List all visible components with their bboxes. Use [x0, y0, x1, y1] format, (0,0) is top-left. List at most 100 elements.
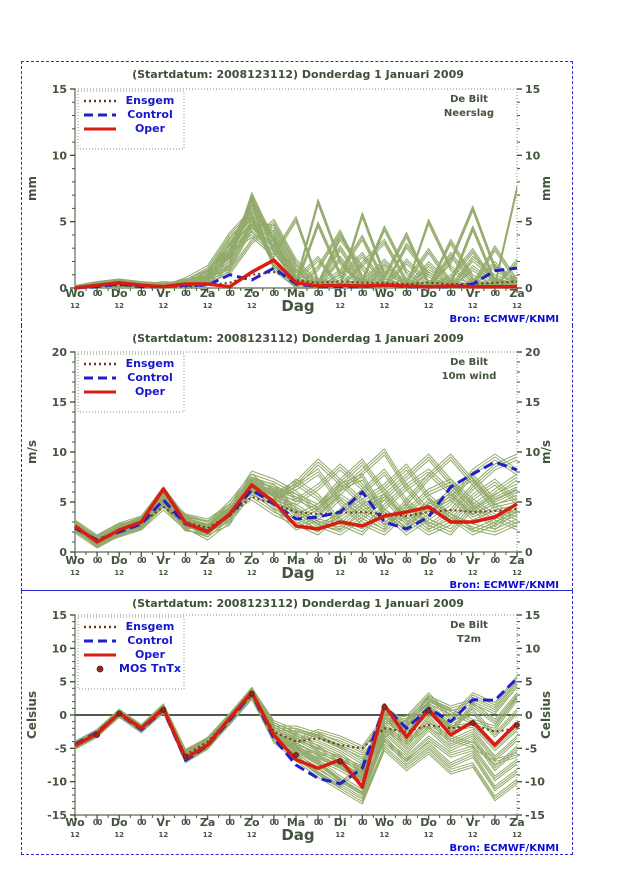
y-label-left: 0 — [59, 546, 67, 559]
x-midnight-label: 00 — [446, 289, 455, 298]
x-midnight-label: 00 — [358, 818, 367, 827]
x-midnight-label: 00 — [491, 289, 500, 298]
x-day-label: Za — [200, 287, 215, 300]
x-hour-label: 12 — [247, 831, 257, 839]
x-hour-label: 12 — [203, 302, 213, 310]
x-hour-label: 12 — [335, 569, 345, 577]
x-hour-label: 12 — [159, 831, 169, 839]
y-label-left: 15 — [52, 83, 67, 96]
y-label-left: -10 — [47, 776, 67, 789]
x-hour-label: 12 — [512, 569, 522, 577]
oper-line — [74, 690, 519, 789]
source-credit: Bron: ECMWF/KNMI — [450, 314, 559, 325]
mos-tntx-dot — [469, 720, 476, 726]
y-label-right: -5 — [525, 742, 537, 755]
x-midnight-label: 00 — [181, 818, 190, 827]
y-label-right: 5 — [525, 676, 533, 689]
x-day-label: Do — [420, 554, 437, 567]
x-midnight-label: 00 — [446, 818, 455, 827]
legend-label: Oper — [135, 122, 166, 135]
x-day-label: Vr — [466, 554, 481, 567]
legend-label: Oper — [135, 648, 166, 661]
x-day-label: Di — [334, 287, 347, 300]
y-label-left: 10 — [52, 446, 68, 459]
x-hour-label: 12 — [512, 831, 522, 839]
control-line — [74, 460, 518, 542]
x-midnight-label: 00 — [314, 556, 323, 565]
x-axis-title: Dag — [281, 297, 314, 315]
x-day-label: Za — [200, 554, 215, 567]
x-hour-label: 12 — [335, 302, 345, 310]
x-day-label: Do — [420, 287, 437, 300]
x-midnight-label: 00 — [93, 818, 102, 827]
x-midnight-label: 00 — [137, 289, 146, 298]
mos-tntx-dot — [293, 752, 299, 758]
x-hour-label: 12 — [424, 569, 434, 577]
y-label-right: -15 — [525, 809, 545, 822]
y-label-left: 5 — [59, 216, 67, 229]
legend-label: Ensgem — [126, 94, 175, 107]
x-day-label: Vr — [156, 816, 171, 829]
chart-t2m: (Startdatum: 2008123112) Donderdag 1 Jan… — [25, 597, 559, 854]
y-axis-unit-left: Celsius — [25, 691, 39, 739]
x-hour-label: 12 — [159, 569, 169, 577]
ensemble-member-line — [75, 210, 518, 289]
chart-title: (Startdatum: 2008123112) Donderdag 1 Jan… — [132, 597, 464, 610]
x-day-label: Do — [111, 816, 128, 829]
y-label-left: 15 — [52, 396, 67, 409]
x-midnight-label: 00 — [446, 556, 455, 565]
x-day-label: Zo — [244, 554, 260, 567]
x-day-label: Wo — [65, 554, 85, 567]
chart-title: (Startdatum: 2008123112) Donderdag 1 Jan… — [132, 68, 464, 81]
y-label-left: 20 — [52, 346, 68, 359]
y-label-left: 10 — [52, 642, 68, 655]
x-day-label: Di — [334, 554, 347, 567]
variable-label: Neerslag — [444, 108, 494, 119]
y-label-left: -15 — [47, 809, 67, 822]
ensemble-member-line — [74, 689, 518, 767]
x-hour-label: 12 — [380, 831, 390, 839]
x-hour-label: 12 — [114, 569, 124, 577]
mos-tntx-dot — [160, 706, 167, 713]
x-midnight-label: 00 — [314, 818, 323, 827]
mos-tntx-dot — [514, 722, 520, 728]
x-midnight-label: 00 — [491, 818, 500, 827]
x-hour-label: 12 — [468, 302, 478, 310]
x-midnight-label: 00 — [270, 289, 279, 298]
x-midnight-label: 00 — [181, 556, 190, 565]
y-label-right: 15 — [525, 396, 540, 409]
x-midnight-label: 00 — [402, 289, 411, 298]
y-label-left: 5 — [59, 496, 67, 509]
y-label-right: -10 — [525, 776, 545, 789]
ensgem-line — [74, 271, 518, 289]
x-hour-label: 12 — [70, 302, 80, 310]
y-axis-unit-right: m/s — [539, 440, 553, 464]
y-label-right: 0 — [525, 709, 533, 722]
legend-label: Oper — [135, 385, 166, 398]
x-hour-label: 12 — [335, 831, 345, 839]
x-day-label: Za — [200, 816, 215, 829]
y-label-left: 15 — [52, 609, 67, 622]
station-label: De Bilt — [450, 94, 488, 105]
panel-t2m: (Startdatum: 2008123112) Donderdag 1 Jan… — [21, 591, 573, 855]
legend-label: Ensgem — [126, 357, 175, 370]
x-day-label: Do — [420, 816, 437, 829]
x-hour-label: 12 — [159, 302, 169, 310]
x-hour-label: 12 — [203, 831, 213, 839]
x-hour-label: 12 — [380, 569, 390, 577]
station-label: De Bilt — [450, 620, 488, 631]
y-label-right: 20 — [525, 346, 541, 359]
legend-label: Ensgem — [126, 620, 175, 633]
x-day-label: Wo — [65, 287, 85, 300]
mos-tntx-dot — [94, 732, 100, 738]
x-day-label: Wo — [65, 816, 85, 829]
x-midnight-label: 00 — [402, 818, 411, 827]
y-label-right: 10 — [525, 149, 541, 162]
x-day-label: Vr — [156, 554, 171, 567]
x-hour-label: 12 — [70, 831, 80, 839]
ensemble-member-line — [74, 188, 518, 289]
x-hour-label: 12 — [70, 569, 80, 577]
y-label-right: 15 — [525, 83, 540, 96]
x-midnight-label: 00 — [181, 289, 190, 298]
